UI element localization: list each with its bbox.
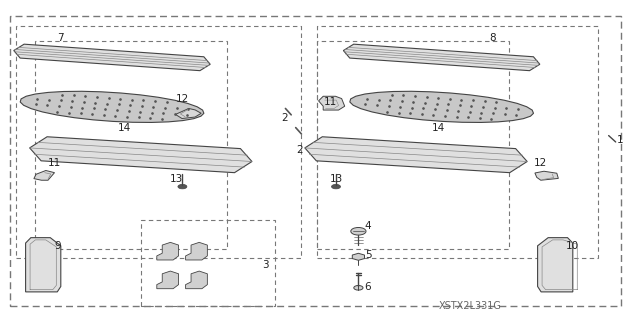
Text: 4: 4 [365, 221, 371, 232]
Circle shape [354, 286, 363, 290]
Text: XSTX2L331G: XSTX2L331G [439, 301, 502, 311]
Polygon shape [20, 91, 204, 122]
Bar [16, 26, 301, 258]
Text: 12: 12 [176, 94, 189, 104]
Polygon shape [186, 271, 207, 289]
Polygon shape [344, 44, 540, 71]
Bar [35, 41, 227, 249]
Polygon shape [186, 242, 207, 260]
Text: 14: 14 [432, 122, 445, 133]
Text: 1: 1 [617, 135, 623, 145]
Polygon shape [14, 44, 210, 71]
Polygon shape [157, 242, 179, 260]
Text: 2: 2 [296, 145, 303, 155]
Text: 5: 5 [365, 250, 371, 260]
Bar [317, 26, 598, 258]
Circle shape [178, 184, 187, 189]
Text: 7: 7 [58, 33, 64, 43]
Polygon shape [319, 96, 345, 110]
Circle shape [351, 227, 366, 235]
Bar [141, 220, 275, 306]
Text: 9: 9 [54, 241, 61, 251]
Text: 12: 12 [534, 158, 547, 168]
Polygon shape [535, 171, 558, 180]
Polygon shape [157, 271, 179, 289]
Text: 3: 3 [262, 260, 269, 270]
Text: 13: 13 [170, 174, 182, 184]
Text: 8: 8 [490, 33, 496, 43]
Polygon shape [538, 238, 573, 292]
Bar [317, 41, 509, 249]
Text: 11: 11 [48, 158, 61, 168]
Polygon shape [34, 170, 54, 180]
Polygon shape [29, 137, 252, 173]
Polygon shape [352, 253, 365, 260]
Text: 11: 11 [324, 97, 337, 107]
Text: 14: 14 [118, 122, 131, 133]
Polygon shape [305, 137, 527, 173]
Text: 13: 13 [330, 174, 342, 184]
Circle shape [332, 184, 340, 189]
Text: 6: 6 [365, 282, 371, 292]
Polygon shape [175, 108, 201, 119]
Text: 2: 2 [281, 113, 287, 123]
Polygon shape [26, 238, 61, 292]
Text: 10: 10 [566, 241, 579, 251]
Polygon shape [350, 91, 534, 122]
